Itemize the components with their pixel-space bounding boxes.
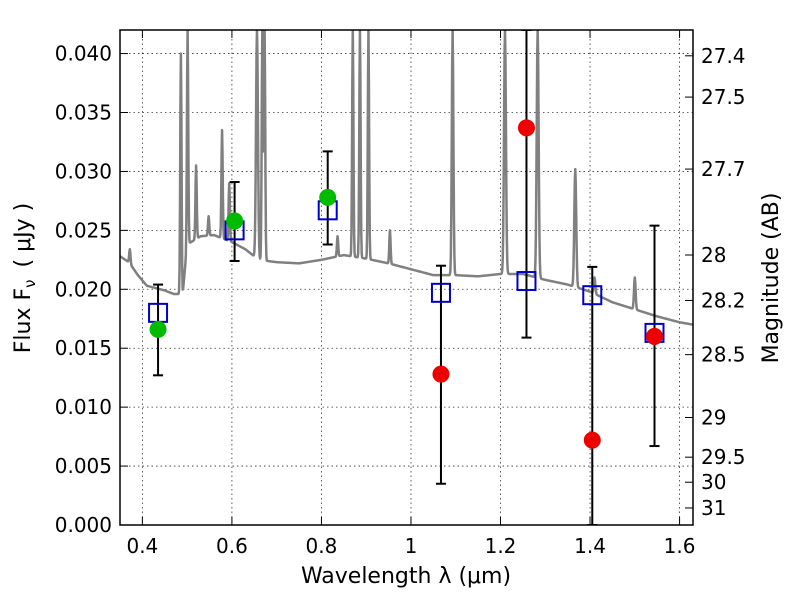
y2-tick-label: 28.5 bbox=[701, 343, 746, 367]
y-tick-label: 0.030 bbox=[55, 159, 112, 183]
y2-tick-label: 27.4 bbox=[701, 44, 746, 68]
y2-tick-label: 28 bbox=[701, 243, 726, 267]
y-tick-label: 0.000 bbox=[55, 513, 112, 537]
x-axis-label: Wavelength λ (μm) bbox=[301, 564, 511, 589]
x-tick-label: 1.2 bbox=[485, 534, 517, 558]
non-detection-point bbox=[432, 365, 450, 383]
y2-tick-label: 31 bbox=[701, 496, 726, 520]
non-detection-point bbox=[583, 431, 601, 449]
photometry-markers bbox=[149, 119, 664, 449]
y2-tick-label: 29 bbox=[701, 406, 726, 430]
detection-point bbox=[319, 188, 337, 206]
grid bbox=[120, 30, 693, 525]
y-tick-label: 0.035 bbox=[55, 101, 112, 125]
y-tick-label: 0.025 bbox=[55, 218, 112, 242]
y-tick-label: 0.040 bbox=[55, 42, 112, 66]
y2-tick-label: 28.2 bbox=[701, 288, 746, 312]
y-axis-label: Flux Fν ( μJy ) bbox=[11, 203, 39, 353]
y-axis-label-unit: ( μJy ) bbox=[11, 203, 36, 268]
x-tick-label: 0.6 bbox=[216, 534, 248, 558]
axis-ticks: 0.4 0.6 0.8 1 1.2 1.4 1.6 0.000 0.005 0.010 0.015 0… bbox=[55, 30, 746, 558]
y2-tick-label: 27.7 bbox=[701, 157, 746, 181]
y-tick-label: 0.010 bbox=[55, 395, 112, 419]
y2-tick-label: 27.5 bbox=[701, 85, 746, 109]
y-tick-label: 0.005 bbox=[55, 454, 112, 478]
y2-tick-label: 30 bbox=[701, 470, 726, 494]
non-detection-point bbox=[517, 119, 535, 137]
detection-point bbox=[226, 212, 244, 230]
x-tick-label: 0.4 bbox=[126, 534, 158, 558]
x-tick-label: 1.4 bbox=[574, 534, 606, 558]
model-photometry-square bbox=[582, 285, 603, 306]
model-photometry-square bbox=[430, 282, 451, 303]
y-axis-label-main: Flux F bbox=[11, 288, 36, 353]
x-tick-label: 0.8 bbox=[306, 534, 338, 558]
y-tick-label: 0.020 bbox=[55, 277, 112, 301]
y-axis-label-sub: ν bbox=[21, 279, 39, 287]
plot-frame bbox=[119, 29, 694, 526]
plot-area bbox=[120, 30, 693, 525]
x-tick-label: 1.6 bbox=[664, 534, 696, 558]
non-detection-point bbox=[646, 327, 664, 345]
model-photometry-square bbox=[516, 271, 537, 292]
y2-tick-label: 29.5 bbox=[701, 445, 746, 469]
y-tick-label: 0.015 bbox=[55, 336, 112, 360]
model-sed-line bbox=[120, 30, 693, 326]
secondary-y-axis-label: Magnitude (AB) bbox=[759, 193, 784, 364]
x-tick-label: 1 bbox=[405, 534, 418, 558]
detection-point bbox=[149, 320, 167, 338]
